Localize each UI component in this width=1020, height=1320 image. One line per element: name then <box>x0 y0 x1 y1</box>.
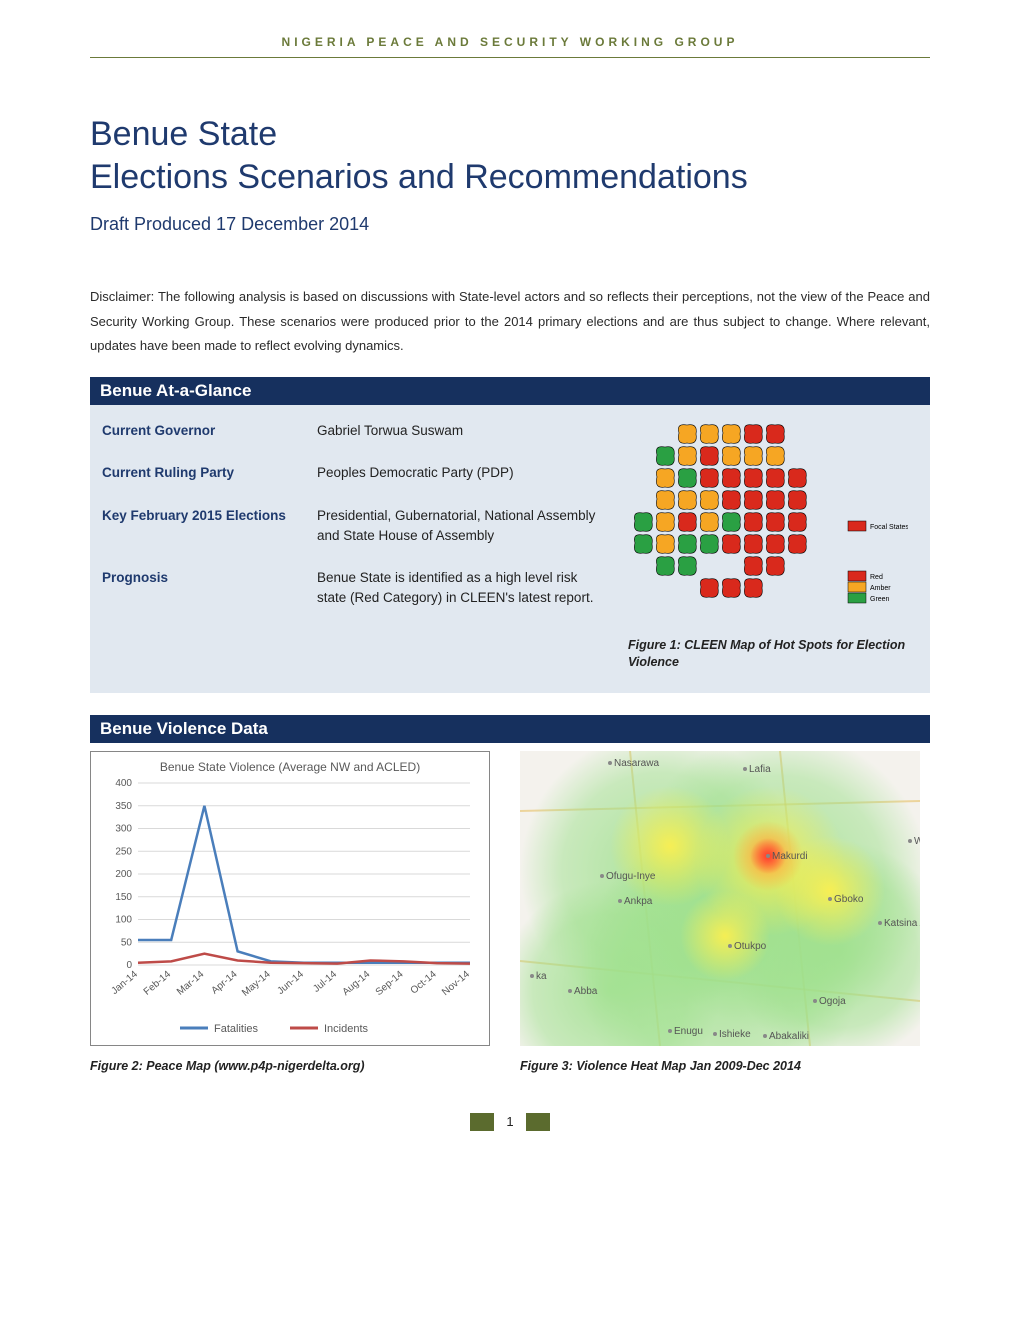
page-header: NIGERIA PEACE AND SECURITY WORKING GROUP <box>90 35 930 58</box>
glance-value: Gabriel Torwua Suswam <box>317 421 471 441</box>
footer-box-left <box>470 1113 494 1131</box>
figure1-caption: Figure 1: CLEEN Map of Hot Spots for Ele… <box>628 637 918 671</box>
nigeria-map: Focal States Red Amber Green <box>628 421 908 626</box>
svg-text:Fatalities: Fatalities <box>214 1023 259 1035</box>
glance-label: Current Governor <box>102 421 317 441</box>
svg-text:Wu: Wu <box>914 836 920 847</box>
section-at-a-glance-header: Benue At-a-Glance <box>90 377 930 405</box>
glance-row: Current Ruling Party Peoples Democratic … <box>102 463 608 483</box>
footer-box-right <box>526 1113 550 1131</box>
glance-table: Current Governor Gabriel Torwua Suswam C… <box>102 421 608 671</box>
svg-text:Ankpa: Ankpa <box>624 896 653 907</box>
glance-row: Key February 2015 Elections Presidential… <box>102 506 608 547</box>
figure3-caption: Figure 3: Violence Heat Map Jan 2009-Dec… <box>520 1059 930 1073</box>
svg-text:350: 350 <box>115 801 132 812</box>
svg-text:Ogoja: Ogoja <box>819 996 846 1007</box>
glance-label: Key February 2015 Elections <box>102 506 317 547</box>
glance-value: Peoples Democratic Party (PDP) <box>317 463 522 483</box>
svg-text:Abakaliki: Abakaliki <box>769 1031 809 1042</box>
svg-text:Red: Red <box>870 574 883 581</box>
svg-text:Focal States: Focal States <box>870 524 908 531</box>
subtitle: Draft Produced 17 December 2014 <box>90 214 930 235</box>
line-chart-panel: Benue State Violence (Average NW and ACL… <box>90 751 500 1073</box>
glance-row: Prognosis Benue State is identified as a… <box>102 568 608 609</box>
svg-text:Katsina Ala: Katsina Ala <box>884 918 920 929</box>
svg-text:Ofugu-Inye: Ofugu-Inye <box>606 871 656 882</box>
svg-text:ka: ka <box>536 971 547 982</box>
glance-value: Benue State is identified as a high leve… <box>317 568 608 609</box>
svg-text:Enugu: Enugu <box>674 1026 703 1037</box>
svg-text:400: 400 <box>115 778 132 789</box>
svg-text:Nasarawa: Nasarawa <box>614 758 659 769</box>
svg-text:Ishieke: Ishieke <box>719 1029 751 1040</box>
svg-text:Incidents: Incidents <box>324 1023 369 1035</box>
title-line-2: Elections Scenarios and Recommendations <box>90 158 748 196</box>
section-violence-header: Benue Violence Data <box>90 715 930 743</box>
svg-text:Green: Green <box>870 596 890 603</box>
glance-value: Presidential, Gubernatorial, National As… <box>317 506 608 547</box>
glance-label: Current Ruling Party <box>102 463 317 483</box>
title-line-1: Benue State <box>90 115 277 153</box>
line-chart: Benue State Violence (Average NW and ACL… <box>90 751 490 1046</box>
svg-text:300: 300 <box>115 823 132 834</box>
svg-text:250: 250 <box>115 846 132 857</box>
at-a-glance-body: Current Governor Gabriel Torwua Suswam C… <box>90 405 930 693</box>
heat-map: Nasarawa Lafia Makurdi Wu Ofugu-Inye Ankpa Gbo… <box>520 751 920 1046</box>
page-number: 1 <box>498 1114 521 1129</box>
svg-text:Lafia: Lafia <box>749 764 771 775</box>
svg-text:Amber: Amber <box>870 585 891 592</box>
glance-label: Prognosis <box>102 568 317 609</box>
svg-text:50: 50 <box>121 937 133 948</box>
svg-text:Makurdi: Makurdi <box>772 851 808 862</box>
svg-text:Benue State Violence (Average: Benue State Violence (Average NW and ACL… <box>160 760 420 774</box>
disclaimer-text: Disclaimer: The following analysis is ba… <box>90 285 930 359</box>
main-title: Benue State Elections Scenarios and Reco… <box>90 113 930 198</box>
svg-text:Gboko: Gboko <box>834 894 864 905</box>
glance-row: Current Governor Gabriel Torwua Suswam <box>102 421 608 441</box>
page-footer: 1 <box>90 1113 930 1131</box>
svg-text:200: 200 <box>115 869 132 880</box>
svg-text:Abba: Abba <box>574 986 598 997</box>
svg-text:Otukpo: Otukpo <box>734 941 767 952</box>
glance-map-panel: Focal States Red Amber Green Figure 1: CLEE… <box>628 421 918 671</box>
heatmap-panel: Nasarawa Lafia Makurdi Wu Ofugu-Inye Ankpa Gbo… <box>520 751 930 1073</box>
svg-text:100: 100 <box>115 914 132 925</box>
figure2-caption: Figure 2: Peace Map (www.p4p-nigerdelta.… <box>90 1059 500 1073</box>
svg-text:150: 150 <box>115 892 132 903</box>
